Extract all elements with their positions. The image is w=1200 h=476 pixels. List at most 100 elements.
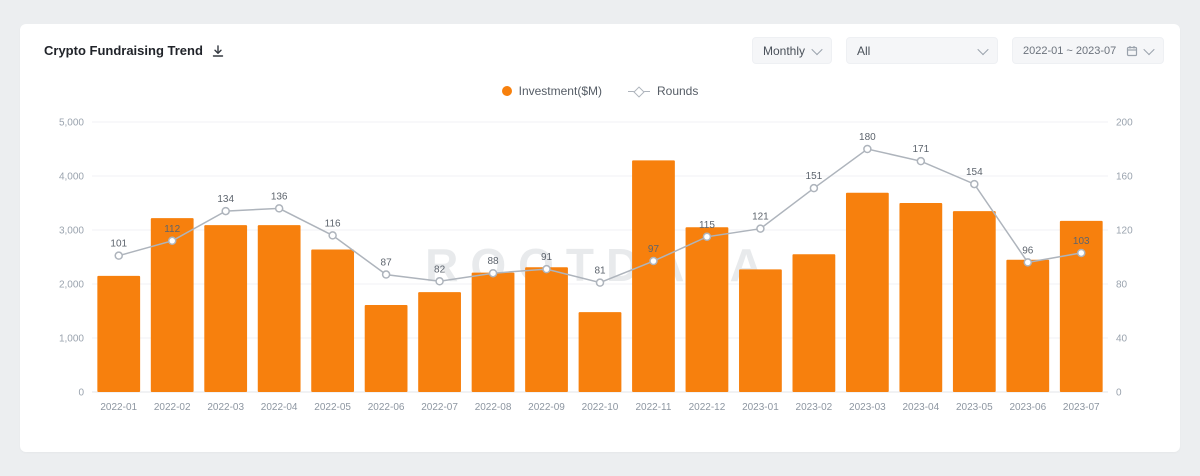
bar-2023-06[interactable] — [1006, 259, 1050, 392]
line-point-label: 81 — [594, 266, 606, 277]
line-point-label: 134 — [217, 194, 234, 205]
bar-2022-04[interactable] — [257, 225, 301, 392]
y-axis-left-label: 4,000 — [59, 172, 84, 183]
bar-2022-10[interactable] — [578, 312, 622, 392]
bar-2022-06[interactable] — [364, 305, 408, 392]
download-icon[interactable] — [211, 44, 225, 58]
x-axis-label: 2022-10 — [582, 402, 619, 413]
calendar-icon — [1126, 45, 1138, 56]
line-point-2022-08[interactable] — [488, 268, 498, 278]
chart-controls: Monthly All 2022-01 ~ 2023-07 — [751, 37, 1164, 64]
x-axis-label: 2022-01 — [100, 402, 137, 413]
line-point-2023-01[interactable] — [756, 224, 765, 233]
line-point-2023-02[interactable] — [809, 183, 819, 193]
line-point-2023-04[interactable] — [916, 156, 926, 166]
line-point-2022-03[interactable] — [221, 206, 230, 216]
line-point-label: 96 — [1022, 245, 1034, 256]
line-point-label: 151 — [806, 171, 823, 182]
bar-series-marker — [501, 86, 512, 96]
chart-title: Crypto Fundraising Trend — [44, 43, 203, 58]
line-point-2022-01[interactable] — [114, 251, 123, 260]
combo-chart: 0 0 1,000 40 2,000 80 3,000 120 4,000 160 5,000 200… — [59, 118, 1133, 414]
bar-2022-08[interactable] — [471, 272, 515, 392]
x-axis-label: 2023-07 — [1063, 402, 1100, 413]
line-point-2023-05[interactable] — [970, 179, 979, 189]
line-series-marker — [627, 85, 650, 98]
line-point-label: 154 — [966, 167, 983, 178]
category-select[interactable]: All — [846, 37, 998, 64]
x-axis-label: 2022-06 — [368, 402, 405, 413]
line-point-label: 112 — [164, 224, 180, 235]
card-header: Crypto Fundraising Trend Monthly All 202… — [20, 24, 1180, 64]
x-axis-label: 2023-05 — [956, 402, 993, 413]
x-axis-label: 2022-12 — [689, 402, 726, 413]
line-point-2022-07[interactable] — [435, 277, 444, 286]
line-point-2022-10[interactable] — [595, 278, 605, 287]
y-axis-left-label: 3,000 — [59, 226, 84, 237]
bar-2023-07[interactable] — [1059, 220, 1103, 392]
bar-2023-05[interactable] — [952, 211, 996, 392]
bar-2023-03[interactable] — [845, 192, 889, 392]
line-point-label: 180 — [859, 132, 876, 143]
y-axis-left-label: 1,000 — [59, 334, 84, 345]
line-point-label: 171 — [912, 144, 929, 155]
frequency-select[interactable]: Monthly — [751, 37, 832, 64]
chart-card: Crypto Fundraising Trend Monthly All 202… — [20, 24, 1180, 452]
bar-2022-05[interactable] — [311, 249, 355, 392]
bar-2023-02[interactable] — [792, 254, 836, 392]
line-point-2023-03[interactable] — [863, 144, 872, 154]
line-point-2022-12[interactable] — [702, 232, 712, 241]
line-point-2022-04[interactable] — [274, 204, 284, 213]
line-point-2022-05[interactable] — [328, 231, 337, 240]
date-range-picker[interactable]: 2022-01 ~ 2023-07 — [1012, 37, 1164, 64]
x-axis-label: 2022-03 — [207, 402, 244, 413]
line-point-2022-11[interactable] — [649, 256, 658, 266]
legend-label-rounds: Rounds — [656, 84, 699, 98]
y-axis-left-label: 2,000 — [59, 280, 84, 291]
line-point-label: 82 — [434, 264, 446, 275]
bar-2022-03[interactable] — [204, 225, 248, 392]
x-axis-label: 2023-06 — [1009, 402, 1046, 413]
bar-2022-09[interactable] — [525, 267, 568, 392]
line-point-label: 91 — [541, 252, 553, 263]
chevron-down-icon — [811, 43, 823, 55]
x-axis-label: 2022-05 — [314, 402, 351, 413]
x-axis-label: 2022-08 — [475, 402, 512, 413]
y-axis-left-label: 5,000 — [59, 118, 84, 129]
line-point-label: 87 — [381, 258, 393, 269]
bar-2022-01[interactable] — [97, 275, 141, 392]
legend: Investment($M) Rounds — [20, 84, 1180, 98]
line-point-label: 101 — [110, 239, 127, 250]
line-point-2022-02[interactable] — [167, 236, 177, 246]
legend-item-investment[interactable]: Investment($M) — [501, 84, 602, 98]
line-point-label: 97 — [648, 244, 660, 255]
bar-2022-02[interactable] — [150, 218, 194, 392]
y-axis-right-label: 160 — [1116, 172, 1133, 183]
line-point-label: 103 — [1073, 236, 1090, 247]
line-point-2022-06[interactable] — [381, 270, 391, 279]
bar-2022-07[interactable] — [418, 292, 461, 392]
line-point-2023-06[interactable] — [1023, 258, 1033, 267]
bar-2023-01[interactable] — [739, 269, 782, 392]
x-axis-label: 2022-11 — [635, 402, 671, 413]
legend-item-rounds[interactable]: Rounds — [627, 84, 699, 98]
x-axis-label: 2023-02 — [796, 402, 833, 413]
bar-2023-04[interactable] — [899, 203, 943, 392]
x-axis-label: 2023-04 — [902, 402, 939, 413]
bar-2022-11[interactable] — [632, 160, 675, 392]
line-point-label: 116 — [325, 218, 341, 229]
category-value: All — [857, 43, 871, 58]
x-axis-label: 2022-07 — [421, 402, 458, 413]
x-axis-label: 2022-02 — [154, 402, 191, 413]
frequency-value: Monthly — [762, 43, 805, 58]
bar-2022-12[interactable] — [685, 227, 729, 392]
x-axis-label: 2023-01 — [742, 402, 779, 413]
y-axis-right-label: 120 — [1116, 226, 1133, 237]
line-point-label: 115 — [699, 220, 715, 231]
x-axis-label: 2022-04 — [261, 402, 298, 413]
line-point-label: 121 — [752, 212, 769, 223]
line-point-2022-09[interactable] — [542, 264, 551, 274]
y-axis-right-label: 200 — [1116, 118, 1133, 129]
line-point-2023-07[interactable] — [1077, 248, 1086, 258]
chevron-down-icon — [977, 43, 989, 55]
